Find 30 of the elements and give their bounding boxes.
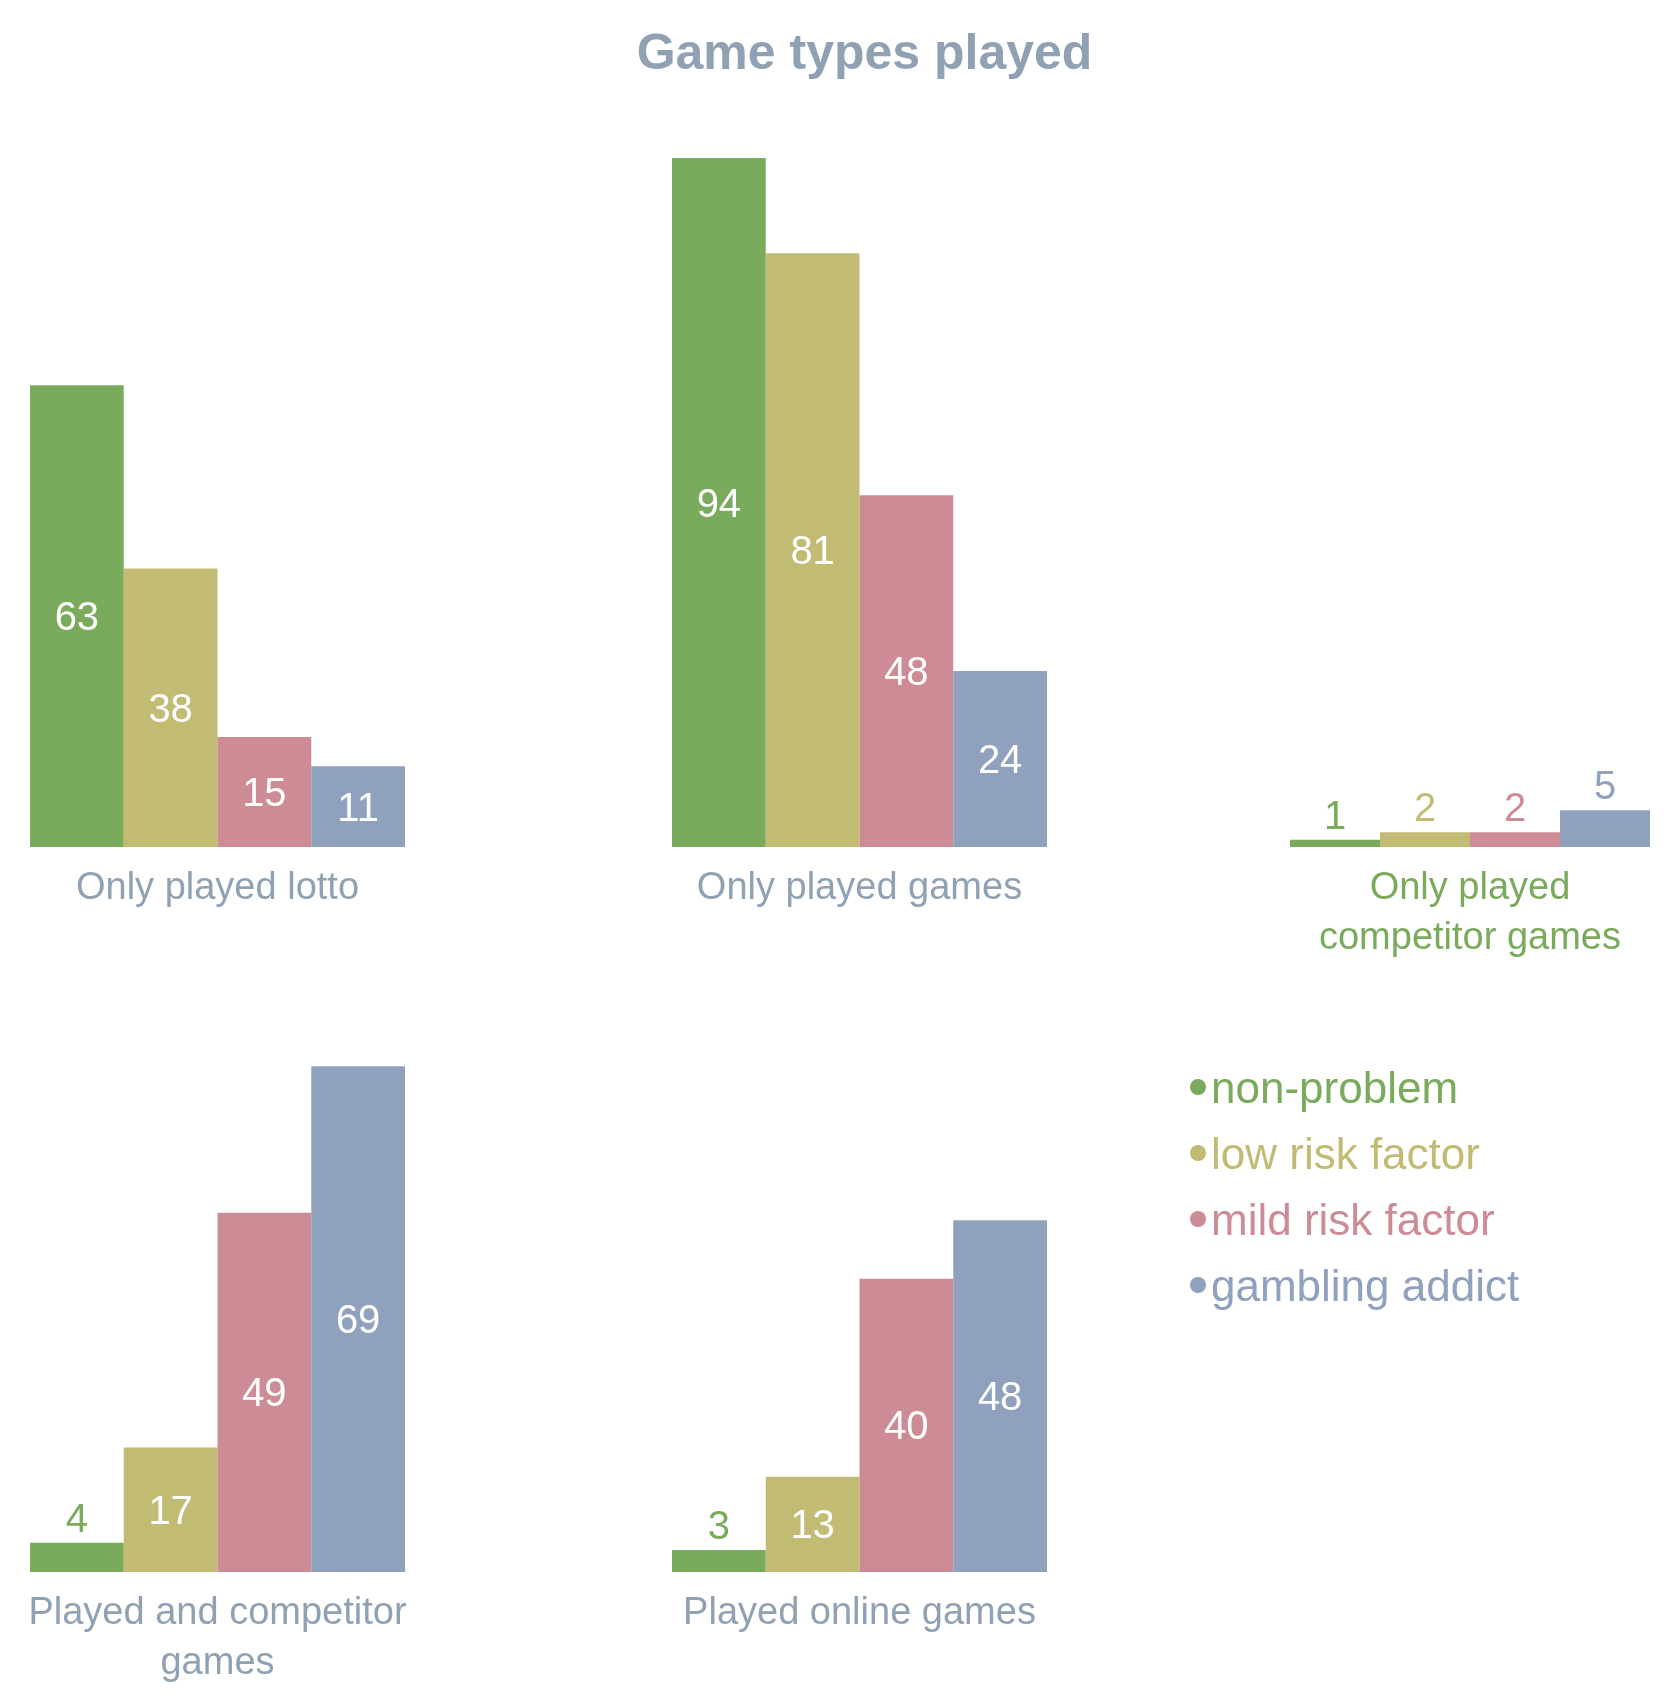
data-label: 1 [1323, 792, 1347, 837]
x-axis-title: Only played competitor games [1318, 864, 1622, 959]
legend-label: non-problem [1211, 1062, 1459, 1112]
data-label: 48 [977, 1374, 1023, 1419]
chart-title: Game types played [636, 24, 1093, 80]
data-label: 81 [790, 528, 835, 573]
data-label: 48 [884, 649, 929, 694]
data-label: 4 [65, 1495, 88, 1540]
x-axis-title: Played online games [682, 1589, 1037, 1634]
data-label: 24 [977, 737, 1023, 782]
data-label: 15 [242, 770, 287, 815]
data-label: 49 [242, 1370, 287, 1415]
legend-label: mild risk factor [1211, 1194, 1495, 1244]
data-label: 63 [54, 594, 100, 639]
data-label: 40 [884, 1403, 929, 1448]
data-label: 3 [707, 1503, 730, 1548]
data-label: 13 [790, 1502, 835, 1547]
data-label: 2 [1413, 785, 1437, 830]
x-axis-title: Only played lotto [74, 864, 361, 909]
legend-label: low risk factor [1211, 1128, 1480, 1178]
data-label: 38 [148, 685, 193, 730]
data-label: 69 [335, 1297, 381, 1342]
data-label: 2 [1503, 785, 1527, 830]
x-axis-title: Played and competitor games [27, 1589, 408, 1684]
legend-label: gambling addict [1211, 1260, 1520, 1310]
x-axis-title: Only played games [695, 864, 1024, 909]
data-label: 11 [337, 784, 379, 829]
data-label: 5 [1593, 763, 1617, 808]
data-label: 17 [148, 1487, 193, 1532]
data-label: 94 [696, 480, 742, 525]
